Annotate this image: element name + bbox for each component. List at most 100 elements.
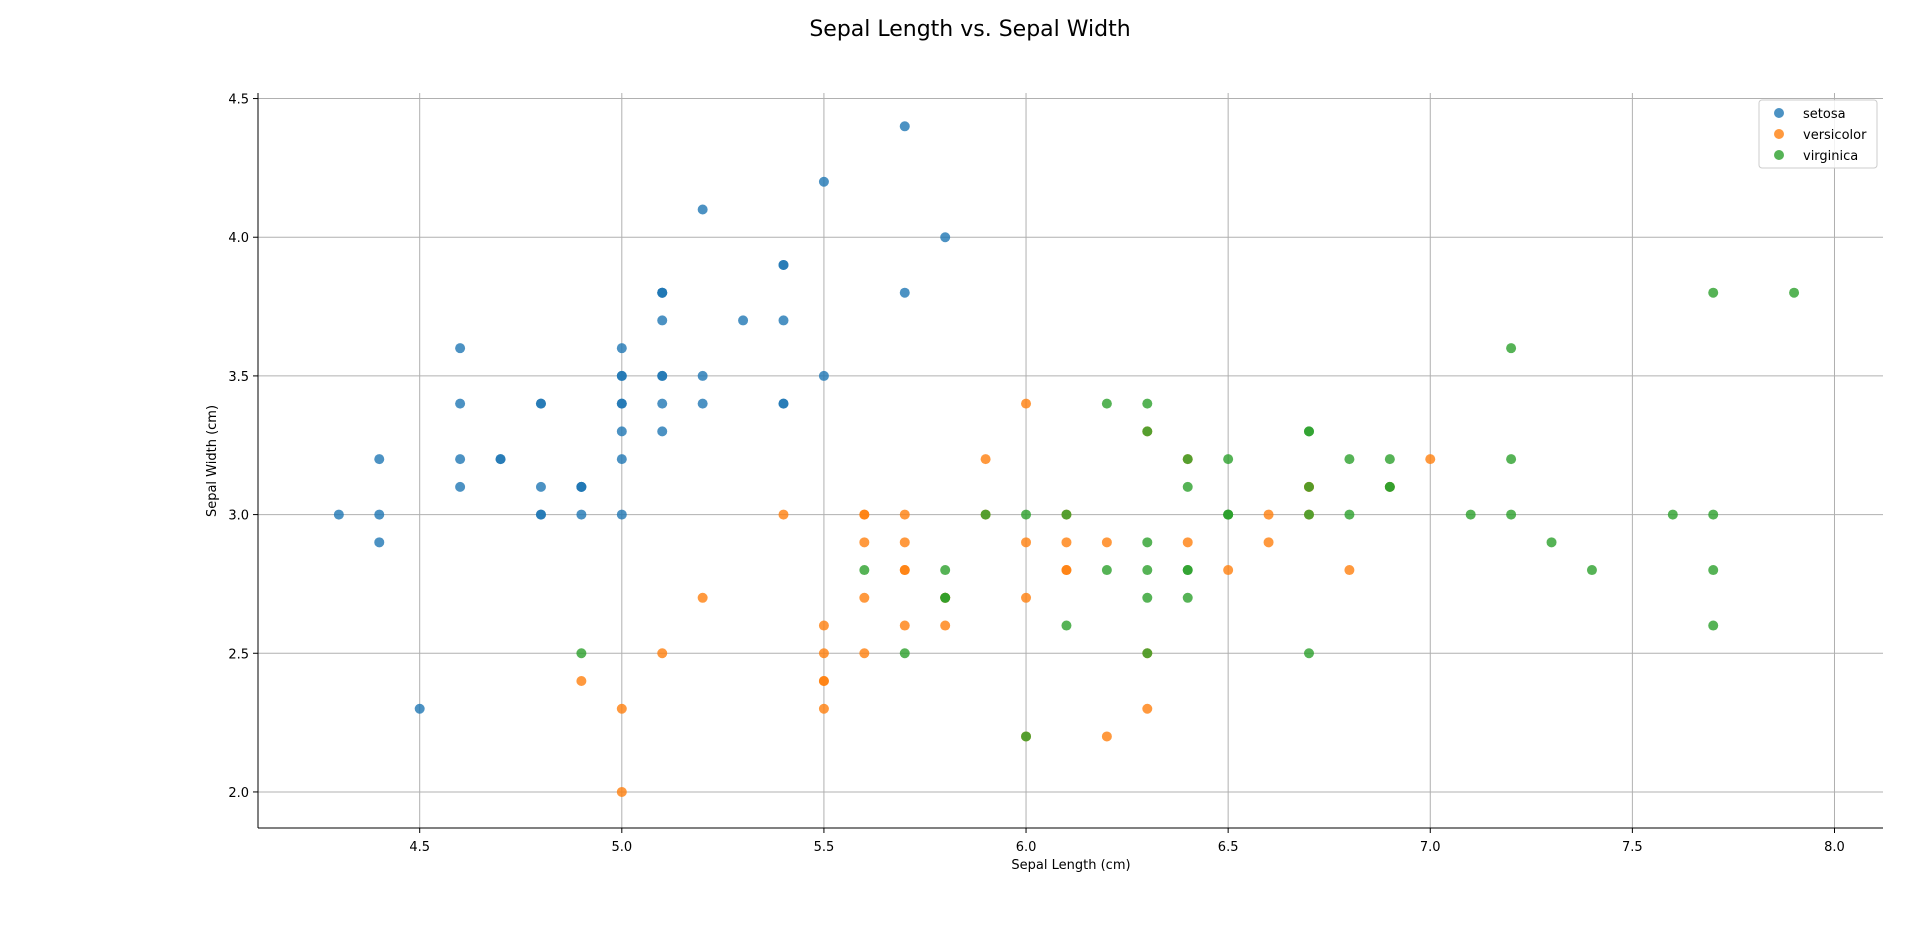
data-point <box>657 370 668 381</box>
data-point <box>616 509 627 520</box>
data-point <box>1021 537 1032 548</box>
data-point <box>899 509 910 520</box>
legend-label: versicolor <box>1803 128 1867 143</box>
data-point <box>616 370 627 381</box>
data-point <box>1425 454 1436 465</box>
data-point <box>1465 509 1476 520</box>
data-point <box>576 481 587 492</box>
data-point <box>1101 731 1112 742</box>
series-versicolor <box>576 398 1436 797</box>
data-point <box>1223 565 1234 576</box>
data-point <box>1263 537 1274 548</box>
data-point <box>616 398 627 409</box>
data-point <box>818 703 829 714</box>
chart-title: Sepal Length vs. Sepal Width <box>809 17 1130 42</box>
data-point <box>1142 592 1153 603</box>
data-point <box>697 592 708 603</box>
data-point <box>1303 481 1314 492</box>
data-point <box>1182 454 1193 465</box>
data-point <box>859 565 870 576</box>
tick-labels: 4.5 5.0 5.5 6.0 6.5 7.0 7.5 8.0 2.0 2.5 3.0 3.5 4.0 4… <box>228 93 1845 855</box>
data-point <box>1667 509 1678 520</box>
data-point <box>1101 565 1112 576</box>
data-point <box>1344 565 1355 576</box>
data-point <box>818 176 829 187</box>
y-tick-label: 3.5 <box>228 370 249 385</box>
data-point <box>616 343 627 354</box>
data-point <box>899 648 910 659</box>
data-point <box>616 703 627 714</box>
data-point <box>778 315 789 326</box>
data-point <box>535 398 546 409</box>
data-point <box>1586 565 1597 576</box>
data-point <box>818 370 829 381</box>
data-point <box>818 676 829 686</box>
data-point <box>1021 509 1032 520</box>
x-tick-label: 4.5 <box>409 840 430 855</box>
data-point <box>1182 565 1193 576</box>
data-point <box>1182 481 1193 492</box>
data-point <box>778 509 789 520</box>
data-point <box>1142 648 1153 659</box>
data-point <box>1223 509 1234 520</box>
x-tick-label: 6.0 <box>1016 840 1037 855</box>
x-tick-label: 6.5 <box>1218 840 1239 855</box>
data-point <box>1223 454 1234 465</box>
data-point <box>1182 537 1193 548</box>
data-point <box>535 481 546 492</box>
y-tick-label: 4.0 <box>228 231 249 246</box>
legend-box <box>1758 99 1878 169</box>
data-point <box>1708 509 1719 520</box>
data-point <box>1708 620 1719 631</box>
x-tick-label: 5.5 <box>814 840 835 855</box>
data-point <box>1708 565 1719 576</box>
legend-marker <box>1774 108 1784 118</box>
legend: setosa versicolor virginica <box>1758 99 1878 169</box>
data-point <box>616 786 627 797</box>
y-tick-label: 2.0 <box>228 786 249 801</box>
legend-label: virginica <box>1803 149 1858 164</box>
data-point <box>1101 537 1112 548</box>
data-point <box>657 398 668 409</box>
data-point <box>657 648 668 659</box>
data-point <box>1142 703 1153 714</box>
data-point <box>455 454 466 465</box>
data-point <box>818 620 829 631</box>
data-point <box>333 509 344 520</box>
data-point <box>1789 287 1800 298</box>
data-point <box>1061 565 1072 576</box>
data-point <box>1384 481 1395 492</box>
data-point <box>697 204 708 215</box>
data-point <box>697 398 708 409</box>
data-point <box>374 509 385 520</box>
data-point <box>899 287 910 298</box>
y-tick-label: 3.0 <box>228 509 249 524</box>
legend-marker <box>1774 150 1784 160</box>
data-point <box>414 703 425 714</box>
data-point <box>940 232 951 243</box>
x-tick-label: 8.0 <box>1824 840 1845 855</box>
data-point <box>495 454 506 465</box>
data-point <box>859 648 870 659</box>
data-point <box>738 315 749 326</box>
data-point <box>1142 565 1153 576</box>
data-point <box>818 648 829 659</box>
data-point <box>1303 426 1314 437</box>
data-point <box>1182 592 1193 603</box>
data-point <box>940 592 951 603</box>
data-point <box>697 370 708 381</box>
data-point <box>1546 537 1557 548</box>
data-point <box>1263 509 1274 520</box>
data-point <box>576 509 587 520</box>
data-point <box>1303 509 1314 520</box>
data-point <box>940 620 951 631</box>
data-point <box>455 343 466 354</box>
data-point <box>980 454 991 465</box>
legend-label: setosa <box>1803 107 1846 122</box>
data-point <box>374 454 385 465</box>
data-point <box>1021 398 1032 409</box>
x-tick-label: 5.0 <box>611 840 632 855</box>
data-point <box>657 426 668 437</box>
data-point <box>657 287 668 298</box>
